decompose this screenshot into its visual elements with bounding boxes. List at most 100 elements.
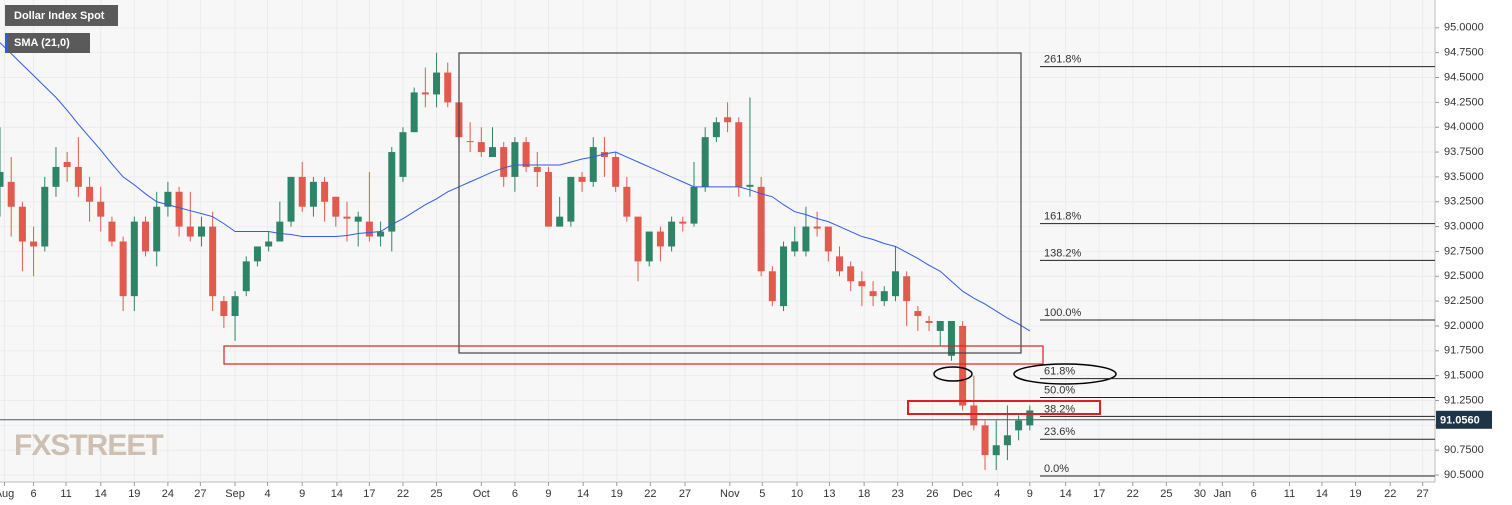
candle-body [1015,420,1023,431]
candle-body [690,186,698,224]
candle-body [914,311,922,317]
plot-area [0,0,1435,482]
ellipse-marker [933,366,973,382]
y-tick-label: 92.2500 [1444,295,1484,307]
candle-body [377,231,385,237]
support-zone [223,345,1044,365]
x-tick-label: 9 [1027,488,1033,500]
x-tick-label: 18 [858,488,870,500]
x-tick-label: 14 [1059,488,1071,500]
candle-body [981,425,989,456]
candle-body [276,221,284,242]
candle-body [724,117,732,123]
candle-body [746,184,754,187]
candle-body [388,152,396,232]
y-tick-label: 91.5000 [1444,370,1484,382]
candle-body [556,216,564,227]
candle-body [433,72,441,95]
candle-body [86,186,94,202]
candle-body [18,206,26,242]
candle-body [959,325,967,406]
y-tick-label: 95.0000 [1444,22,1484,34]
candle-body [119,241,127,297]
y-tick-label: 94.2500 [1444,96,1484,108]
candle-body [701,137,709,187]
fib-label: 0.0% [1044,463,1069,475]
candle-body [130,221,138,297]
candle-body [500,147,508,177]
candle-body [164,191,172,207]
x-tick-label: 10 [791,488,803,500]
candle-body [578,176,586,182]
candle-body [410,92,418,133]
fib-label: 38.2% [1044,403,1075,415]
candle-body [735,122,743,187]
candle-body [354,216,362,222]
candle-body [74,166,82,187]
x-tick-label: 14 [95,488,107,500]
candle-body [645,231,653,262]
candle-body [880,291,888,302]
x-tick-label: 22 [397,488,409,500]
x-tick-label: 17 [363,488,375,500]
x-tick-label: 19 [1349,488,1361,500]
sma-line [0,42,1031,332]
candle-body [679,221,687,224]
candle-body [813,226,821,229]
candle-body [836,256,844,272]
candle-body [712,122,720,138]
candle-body [399,132,407,177]
fib-label: 161.8% [1044,211,1082,223]
candle-body [108,221,116,242]
candle-body [612,157,620,187]
candle-body [925,321,933,323]
x-tick-label: 25 [1160,488,1172,500]
candle-body [869,291,877,297]
candle-body [175,191,183,227]
x-tick-label: 23 [892,488,904,500]
x-tick-label: Sep [225,488,245,500]
y-tick-label: 90.7500 [1444,444,1484,456]
y-tick-label: 94.0000 [1444,121,1484,133]
x-tick-label: 6 [1251,488,1257,500]
candle-body [858,281,866,287]
candle-body [421,92,429,95]
x-tick-label: 6 [512,488,518,500]
candle-body [903,276,911,302]
x-tick-label: 11 [1284,488,1295,500]
candle-body [343,216,351,219]
candle-body [567,176,575,222]
y-tick-label: 92.5000 [1444,270,1484,282]
last-price-box [1436,410,1492,429]
y-tick-label: 93.7500 [1444,146,1484,158]
candle-body [891,271,899,297]
y-tick-label: 91.7500 [1444,345,1484,357]
x-tick-label: 19 [128,488,140,500]
x-tick-label: 22 [1127,488,1139,500]
candle-body [444,72,452,103]
legend-sma-box [5,33,90,53]
x-tick-label: 27 [194,488,206,500]
y-tick-label: 92.0000 [1444,320,1484,332]
x-tick-label: 14 [331,488,343,500]
x-tick-label: 9 [299,488,305,500]
x-tick-label: 24 [162,488,174,500]
x-tick-label: 22 [1384,488,1396,500]
x-tick-label: 14 [577,488,589,500]
fib-label: 61.8% [1044,366,1075,378]
grid [0,0,1435,482]
resistance-zone [907,400,1101,415]
candle-body [1026,410,1034,426]
x-tick-label: 5 [759,488,765,500]
x-tick-label: 25 [430,488,442,500]
candle-body [936,321,944,331]
x-tick-label: Jan [1213,488,1231,500]
fib-label: 100.0% [1044,307,1082,319]
x-tick-label: 30 [1194,488,1206,500]
x-tick-label: 19 [611,488,623,500]
legend-sma: SMA (21,0) [14,37,70,49]
ellipse-marker [1013,363,1117,385]
candle-body [1003,435,1011,446]
candle-body [757,186,765,272]
